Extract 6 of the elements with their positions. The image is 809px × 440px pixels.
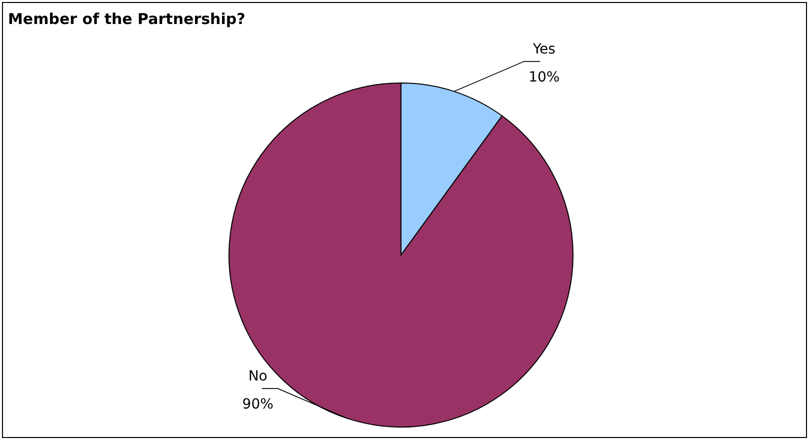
slice-label: No (248, 368, 268, 385)
data-label: 90% (242, 396, 274, 413)
data-label: 10% (528, 69, 560, 86)
chart-title: Member of the Partnership? (8, 10, 246, 28)
slice-label: Yes (532, 41, 556, 58)
pie-slice (228, 82, 574, 428)
